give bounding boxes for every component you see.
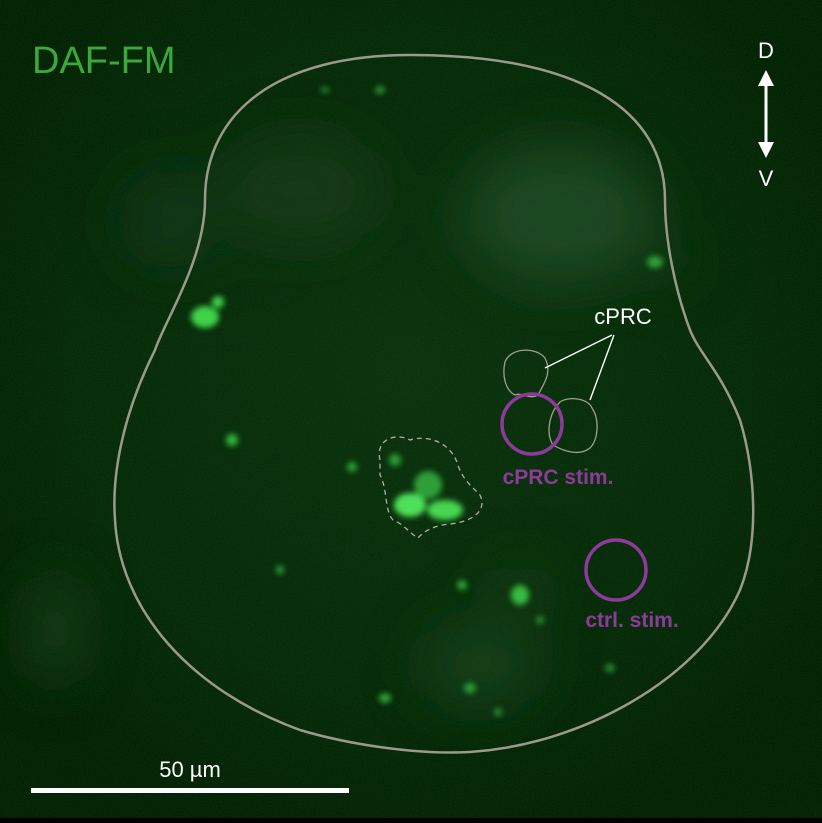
- cprc-stim-circle: [500, 392, 564, 456]
- brain-outline: [113, 53, 755, 754]
- scale-bar-label: 50 µm: [159, 757, 221, 782]
- arrow-down-icon: [758, 142, 774, 158]
- ctrl-stim-circle: [584, 538, 648, 602]
- bright-spots: [191, 86, 663, 716]
- cprc-label: cPRC: [594, 304, 652, 329]
- cprc-outline-right: [548, 397, 598, 454]
- cprc-leader-right: [589, 334, 615, 401]
- cprc-stim-label: cPRC stim.: [503, 466, 614, 489]
- ventral-label: V: [759, 166, 774, 191]
- dorsal-label: D: [758, 38, 774, 63]
- arrow-up-icon: [758, 70, 774, 86]
- central-region-outline: [378, 436, 483, 539]
- cprc-leader-left: [544, 334, 613, 369]
- ctrl-stim-label: ctrl. stim.: [585, 609, 678, 632]
- orientation-indicator: D V: [758, 38, 774, 191]
- scale-bar: 50 µm: [31, 757, 349, 793]
- scale-bar-line: [31, 788, 349, 793]
- stain-label: DAF-FM: [32, 40, 176, 82]
- diffuse-fluorescence: [33, 135, 695, 705]
